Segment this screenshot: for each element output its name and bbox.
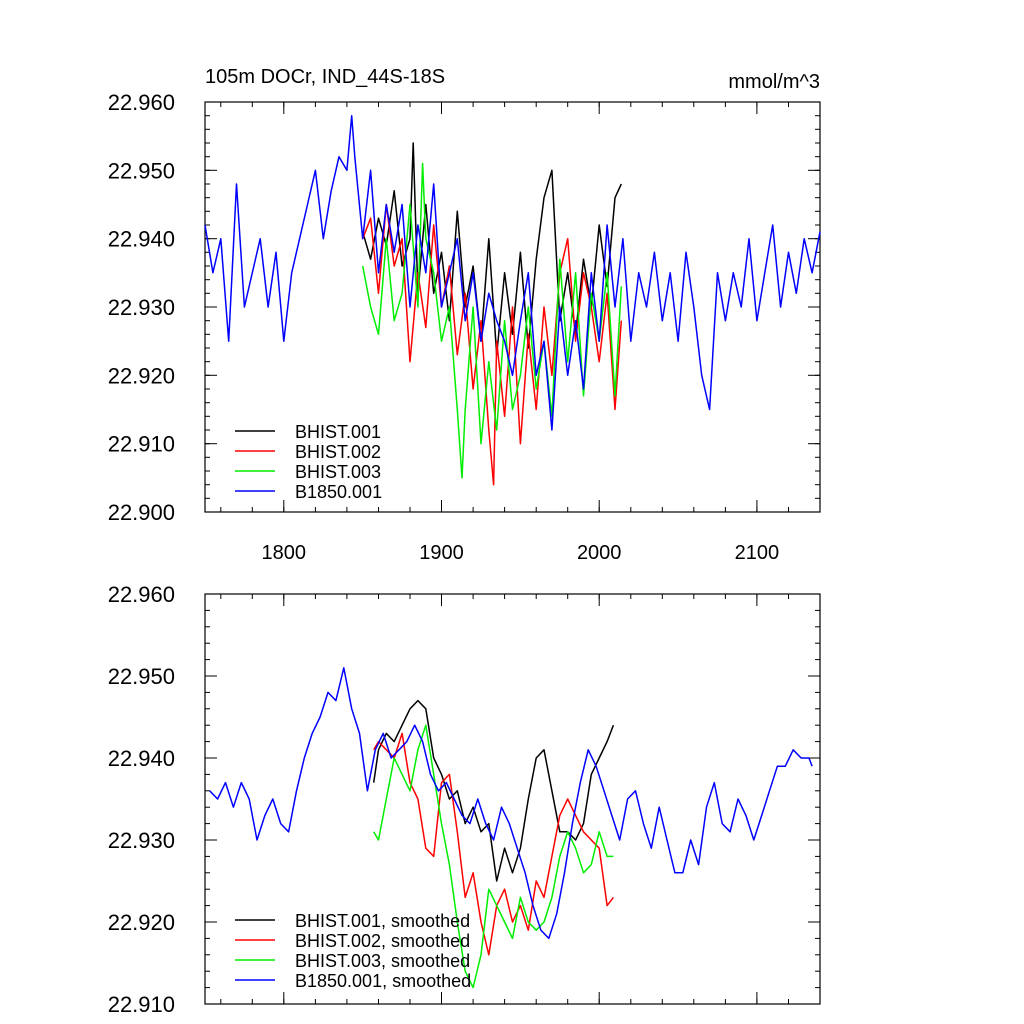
series-line-b1850-001-smoothed <box>209 667 813 940</box>
plot-frame <box>204 593 821 1005</box>
y-tick-label: 22.920 <box>108 363 175 388</box>
y-tick-label: 22.960 <box>108 582 175 607</box>
x-tick-label: 1900 <box>419 542 464 564</box>
x-tick-label: 1800 <box>262 542 307 564</box>
y-tick-label: 22.960 <box>108 90 175 115</box>
bottom-panel: 22.910 22.920 22.930 22.940 22.950 22.960 BHI… <box>108 582 821 1017</box>
x-tick-label: 2100 <box>735 542 780 564</box>
y-tick-label: 22.930 <box>108 828 175 853</box>
y-tick-label: 22.940 <box>108 227 175 252</box>
y-tick-label: 22.920 <box>108 910 175 935</box>
legend-label: BHIST.002 <box>295 442 381 462</box>
y-tick-label: 22.950 <box>108 158 175 183</box>
legend-label: B1850.001 <box>295 482 382 502</box>
y-tick-label: 22.950 <box>108 664 175 689</box>
units-label: mmol/m^3 <box>728 71 820 93</box>
y-tick-label: 22.910 <box>108 992 175 1017</box>
legend-label: BHIST.002, smoothed <box>295 931 470 951</box>
series-line-b1850-001 <box>204 114 821 431</box>
series-line-bhist-003-smoothed <box>373 724 614 989</box>
legend-label: BHIST.003 <box>295 462 381 482</box>
y-tick-label: 22.910 <box>108 432 175 457</box>
legend-label: B1850.001, smoothed <box>295 971 471 991</box>
top-panel: 105m DOCr, IND_44S-18S mmol/m^3 22.900 22… <box>108 66 821 564</box>
y-tick-label: 22.930 <box>108 295 175 320</box>
legend-label: BHIST.001 <box>295 422 381 442</box>
series-line-bhist-001-smoothed <box>372 699 615 882</box>
y-tick-label: 22.940 <box>108 746 175 771</box>
chart-title: 105m DOCr, IND_44S-18S <box>205 66 445 88</box>
x-tick-label: 2000 <box>577 542 622 564</box>
y-tick-label: 22.900 <box>108 500 175 525</box>
legend-label: BHIST.003, smoothed <box>295 951 470 971</box>
series-line-bhist-003 <box>361 162 623 479</box>
legend-label: BHIST.001, smoothed <box>295 911 470 931</box>
